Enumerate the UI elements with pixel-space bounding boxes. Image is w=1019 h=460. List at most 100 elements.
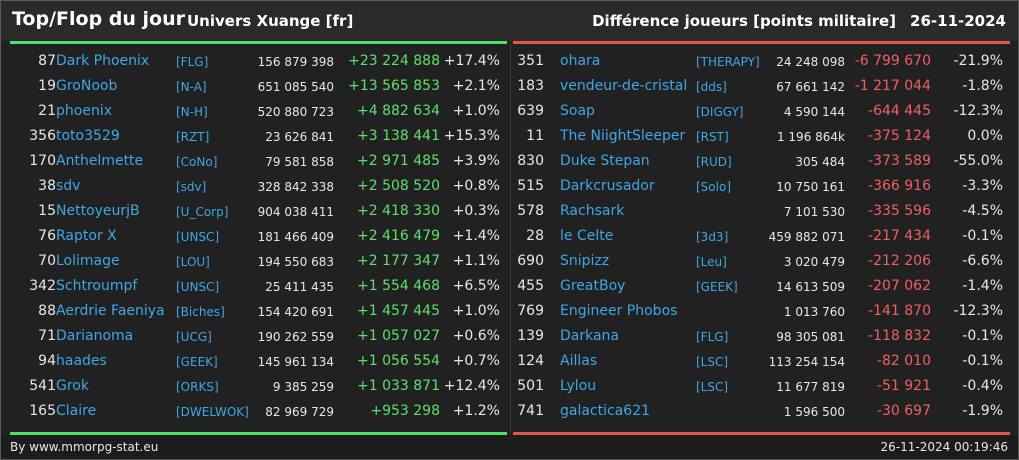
- alliance-tag-link[interactable]: [RST]: [696, 130, 729, 144]
- player-name-link[interactable]: Anthelmette: [56, 153, 144, 169]
- table-row: 578 Rachsark 7 101 530 -335 596 -4.5%: [513, 199, 1010, 224]
- alliance-tag-link[interactable]: [RUD]: [696, 155, 732, 169]
- alliance-tag-link[interactable]: [GEEK]: [696, 280, 738, 294]
- player-rank: 19: [38, 78, 56, 94]
- player-name-link[interactable]: Aerdrie Faeniya: [56, 303, 165, 319]
- table-row: 351 ohara [THERAPY] 24 248 098 -6 799 670 -21…: [513, 49, 1010, 74]
- player-name-link[interactable]: Raptor X: [56, 228, 117, 244]
- alliance-tag-link[interactable]: [THERAPY]: [696, 55, 760, 69]
- alliance-tag-link[interactable]: [dds]: [696, 80, 727, 94]
- player-points: 181 466 409: [257, 230, 334, 244]
- table-row: 124 Aillas [LSC] 113 254 154 -82 010 -0.1%: [513, 349, 1010, 374]
- percent-change: +1.0%: [452, 103, 500, 119]
- player-name-link[interactable]: The NiightSleeper: [560, 128, 686, 144]
- player-rank: 88: [38, 303, 56, 319]
- points-difference: -30 697: [876, 403, 931, 419]
- player-name-link[interactable]: phoenix: [56, 103, 112, 119]
- player-name-link[interactable]: haades: [56, 353, 107, 369]
- player-rank: 170: [29, 153, 56, 169]
- alliance-tag-link[interactable]: [Leu]: [696, 255, 727, 269]
- player-rank: 690: [517, 253, 544, 269]
- alliance-tag-link[interactable]: [N-A]: [176, 80, 207, 94]
- alliance-tag-link[interactable]: [U_Corp]: [176, 205, 229, 219]
- alliance-tag-link[interactable]: [GEEK]: [176, 355, 218, 369]
- player-name-link[interactable]: Duke Stepan: [560, 153, 650, 169]
- points-difference: +3 138 441: [357, 128, 440, 144]
- player-name-link[interactable]: GreatBoy: [560, 278, 626, 294]
- percent-change: +1.1%: [452, 253, 500, 269]
- points-difference: +1 033 871: [357, 378, 440, 394]
- universe-subtitle: Univers Xuange [fr]: [187, 12, 354, 30]
- alliance-tag-link[interactable]: [LSC]: [696, 380, 729, 394]
- percent-change: +6.5%: [452, 278, 500, 294]
- player-name-link[interactable]: Darkana: [560, 328, 620, 344]
- alliance-tag-link[interactable]: [Biches]: [176, 305, 225, 319]
- player-points: 3 020 479: [783, 255, 845, 269]
- player-points: 154 420 691: [257, 305, 334, 319]
- player-name-link[interactable]: Schtroumpf: [56, 278, 138, 294]
- player-name-link[interactable]: Rachsark: [560, 203, 625, 219]
- player-name-link[interactable]: GroNoob: [56, 78, 118, 94]
- player-name-link[interactable]: ohara: [560, 53, 601, 69]
- player-name-link[interactable]: Lolimage: [56, 253, 120, 269]
- player-name-link[interactable]: Darkcrusador: [560, 178, 655, 194]
- alliance-tag-link[interactable]: [UNSC]: [176, 230, 220, 244]
- alliance-tag-link[interactable]: [Solo]: [696, 180, 731, 194]
- table-row: 38 sdv [sdv] 328 842 338 +2 508 520 +0.8%: [10, 174, 507, 199]
- table-row: 170 Anthelmette [CoNo] 79 581 858 +2 971 485…: [10, 149, 507, 174]
- player-points: 82 969 729: [265, 405, 334, 419]
- table-row: 690 Snipizz [Leu] 3 020 479 -212 206 -6.6%: [513, 249, 1010, 274]
- percent-change: +1.0%: [452, 303, 500, 319]
- alliance-tag-link[interactable]: [UCG]: [176, 330, 212, 344]
- header-right: Différence joueurs [points militaire] 26-…: [592, 12, 1006, 30]
- footer: By www.mmorpg-stat.eu 26-11-2024 00:19:4…: [1, 435, 1018, 459]
- credit-link[interactable]: By www.mmorpg-stat.eu: [10, 440, 159, 454]
- player-name-link[interactable]: galactica621: [560, 403, 651, 419]
- points-difference: -118 832: [868, 328, 931, 344]
- alliance-tag-link[interactable]: [FLG]: [696, 330, 729, 344]
- alliance-tag-link[interactable]: [N-H]: [176, 105, 208, 119]
- alliance-tag-link[interactable]: [RZT]: [176, 130, 210, 144]
- alliance-tag-link[interactable]: [DWELWOK]: [176, 405, 249, 419]
- player-rank: 342: [29, 278, 56, 294]
- percent-change: -1.8%: [962, 78, 1003, 94]
- percent-change: +3.9%: [452, 153, 500, 169]
- alliance-tag-link[interactable]: [3d3]: [696, 230, 729, 244]
- player-name-link[interactable]: Lylou: [560, 378, 597, 394]
- player-name-link[interactable]: sdv: [56, 178, 81, 194]
- table-row: 28 le Celte [3d3] 459 882 071 -217 434 -0.1%: [513, 224, 1010, 249]
- alliance-tag-link[interactable]: [CoNo]: [176, 155, 218, 169]
- player-name-link[interactable]: Aillas: [560, 353, 598, 369]
- player-name-link[interactable]: NettoyeurjB: [56, 203, 140, 219]
- player-rank: 38: [38, 178, 56, 194]
- table-row: 70 Lolimage [LOU] 194 550 683 +2 177 347 +1.1…: [10, 249, 507, 274]
- alliance-tag-link[interactable]: [DIGGY]: [696, 105, 744, 119]
- player-name-link[interactable]: Soap: [560, 103, 595, 119]
- player-rank: 124: [517, 353, 544, 369]
- points-difference: +1 457 445: [357, 303, 440, 319]
- player-rank: 455: [517, 278, 544, 294]
- player-name-link[interactable]: Engineer Phobos: [560, 303, 678, 319]
- alliance-tag-link[interactable]: [LOU]: [176, 255, 210, 269]
- alliance-tag-link[interactable]: [sdv]: [176, 180, 207, 194]
- points-difference: -82 010: [876, 353, 931, 369]
- player-name-link[interactable]: Claire: [56, 403, 97, 419]
- player-name-link[interactable]: Snipizz: [560, 253, 610, 269]
- player-rank: 501: [517, 378, 544, 394]
- alliance-tag-link[interactable]: [FLG]: [176, 55, 209, 69]
- points-difference: -51 921: [876, 378, 931, 394]
- player-rank: 830: [517, 153, 544, 169]
- player-name-link[interactable]: Grok: [56, 378, 89, 394]
- percent-change: -0.1%: [962, 228, 1003, 244]
- percent-change: +0.3%: [452, 203, 500, 219]
- player-name-link[interactable]: vendeur-de-cristal: [560, 78, 688, 94]
- alliance-tag-link[interactable]: [UNSC]: [176, 280, 220, 294]
- player-name-link[interactable]: Dark Phoenix: [56, 53, 150, 69]
- player-points: 10 750 161: [776, 180, 845, 194]
- player-name-link[interactable]: toto3529: [56, 128, 120, 144]
- alliance-tag-link[interactable]: [ORKS]: [176, 380, 219, 394]
- alliance-tag-link[interactable]: [LSC]: [696, 355, 729, 369]
- player-name-link[interactable]: Darianoma: [56, 328, 134, 344]
- table-row: 76 Raptor X [UNSC] 181 466 409 +2 416 479 +1.…: [10, 224, 507, 249]
- player-name-link[interactable]: le Celte: [560, 228, 614, 244]
